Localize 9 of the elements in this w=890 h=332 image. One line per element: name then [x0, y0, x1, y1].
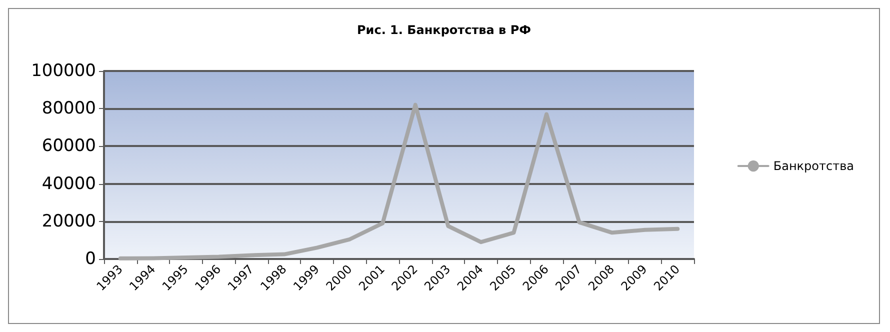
y-tick-label: 80000 [42, 98, 96, 119]
y-tick-label: 40000 [42, 174, 96, 194]
chart-title: Рис. 1. Банкротства в РФ [356, 23, 532, 37]
y-tick-label: 20000 [42, 211, 96, 232]
y-tick-label: 0 [85, 249, 96, 269]
y-tick-label: 60000 [42, 136, 96, 156]
line-series [118, 102, 680, 260]
y-tick-label: 100000 [31, 61, 96, 81]
legend-label: Банкротства [773, 159, 854, 173]
